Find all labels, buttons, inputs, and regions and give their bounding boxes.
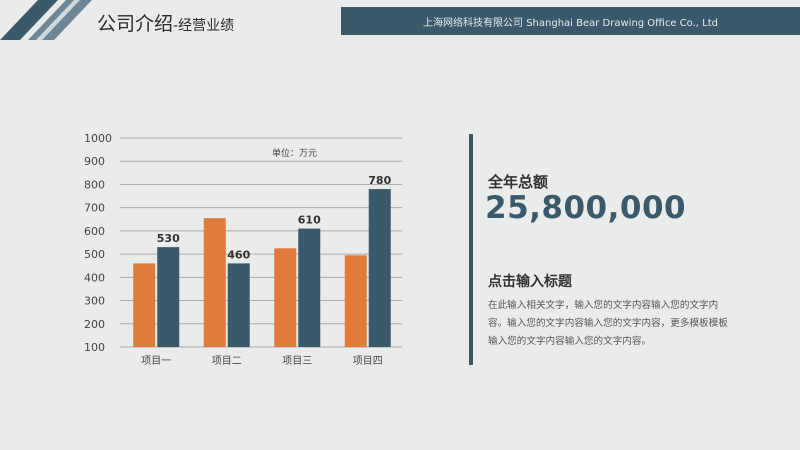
y-tick-label: 600 xyxy=(84,225,105,238)
data-label: 780 xyxy=(368,174,391,187)
x-tick-label: 项目二 xyxy=(212,355,242,367)
bar-series1 xyxy=(203,218,226,347)
section-body: 在此输入相关文字，输入您的文字内容输入您的文字内容。输入您的文字内容输入您的文字… xyxy=(488,300,728,347)
company-banner-text: 上海网络科技有限公司 Shanghai Bear Drawing Office … xyxy=(423,17,718,29)
page-title: 公司介绍-经营业绩 xyxy=(97,9,234,36)
bar-chart: 100 200 300 400 500 600 700 800 900 1000 530 项目一 460… xyxy=(84,132,402,367)
bar-series1 xyxy=(274,248,297,347)
bar-series2 xyxy=(368,189,391,347)
y-tick-label: 400 xyxy=(84,271,105,284)
total-label: 全年总额 xyxy=(488,173,549,191)
data-label: 610 xyxy=(298,214,321,227)
chart-unit-label: 单位：万元 xyxy=(272,149,318,159)
data-label: 530 xyxy=(157,232,180,245)
x-tick-label: 项目四 xyxy=(353,355,383,367)
y-tick-label: 700 xyxy=(84,202,105,215)
page-title-sub: -经营业绩 xyxy=(173,18,235,34)
section-title: 点击输入标题 xyxy=(488,274,572,290)
y-tick-label: 800 xyxy=(84,178,105,191)
corner-decoration xyxy=(0,0,92,40)
x-tick-label: 项目三 xyxy=(282,355,312,367)
y-tick-label: 300 xyxy=(84,295,105,308)
bar-series2 xyxy=(298,228,321,347)
total-value: 25,800,000 xyxy=(485,190,687,226)
bar-series1 xyxy=(344,255,367,347)
company-banner: 上海网络科技有限公司 Shanghai Bear Drawing Office … xyxy=(341,7,800,35)
data-label: 460 xyxy=(227,248,250,261)
bar-series2 xyxy=(157,247,180,347)
y-tick-label: 1000 xyxy=(84,132,112,145)
x-tick-label: 项目一 xyxy=(141,355,171,367)
bar-series1 xyxy=(133,263,156,347)
y-tick-label: 900 xyxy=(84,155,105,168)
y-tick-label: 100 xyxy=(84,341,105,354)
divider-line xyxy=(469,134,473,365)
bar-series2 xyxy=(227,263,250,347)
y-tick-label: 500 xyxy=(84,248,105,261)
page-title-main: 公司介绍 xyxy=(97,13,174,35)
y-tick-label: 200 xyxy=(84,318,105,331)
